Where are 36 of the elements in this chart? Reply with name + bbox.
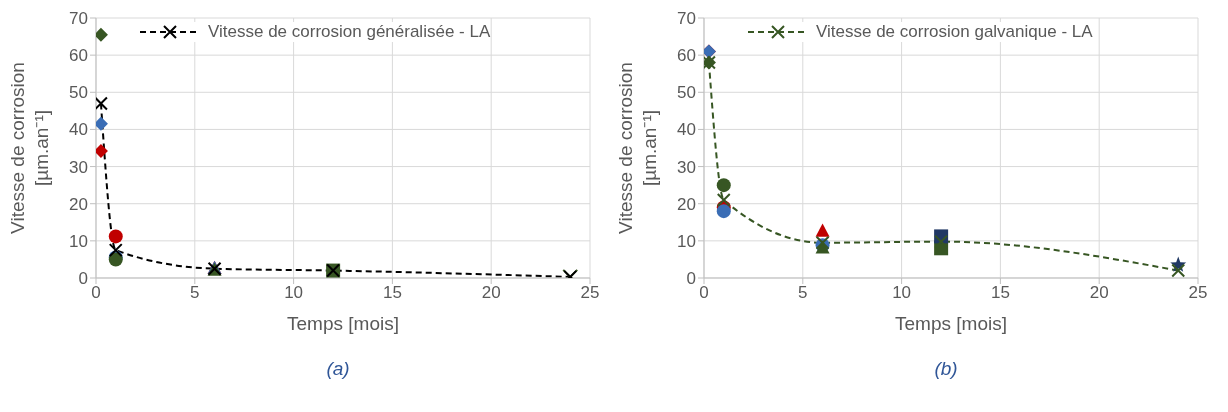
x-tick-label: 5 bbox=[190, 283, 200, 303]
y-tick-label: 30 bbox=[677, 157, 696, 177]
y-tick-label: 0 bbox=[78, 269, 88, 289]
y-tick-label: 40 bbox=[69, 120, 88, 140]
text: (b) bbox=[933, 358, 959, 380]
x-axis-title: Temps [mois] bbox=[895, 313, 1007, 334]
y-tick-label: 20 bbox=[69, 194, 88, 214]
x-tick-label: 20 bbox=[1089, 283, 1109, 303]
y-tick-label: 60 bbox=[69, 46, 88, 66]
x-tick-label: 25 bbox=[1188, 283, 1208, 303]
legend-label: Vitesse de corrosion généralisée - LA bbox=[208, 22, 491, 42]
y-tick-label: 60 bbox=[677, 46, 696, 66]
y-tick-label: 10 bbox=[69, 231, 88, 251]
y-axis-title: Vitesse de corrosion [µm.an⁻¹] bbox=[7, 62, 52, 234]
x-tick-label: 25 bbox=[580, 283, 600, 303]
y-tick-label: 70 bbox=[69, 9, 88, 29]
x-tick-label: 20 bbox=[481, 283, 501, 303]
y-tick-label: 70 bbox=[677, 9, 696, 29]
x-tick-label: 15 bbox=[990, 283, 1010, 303]
y-axis-title: Vitesse de corrosion [µm.an⁻¹] bbox=[615, 62, 660, 234]
x-tick-label: 0 bbox=[699, 283, 709, 303]
x-tick-label: 5 bbox=[798, 283, 808, 303]
x-tick-label: 15 bbox=[382, 283, 402, 303]
x-tick-label: 10 bbox=[892, 283, 912, 303]
legend-label: Vitesse de corrosion galvanique - LA bbox=[816, 22, 1093, 42]
text: (a) bbox=[325, 358, 351, 380]
y-tick-label: 10 bbox=[677, 231, 696, 251]
y-tick-label: 0 bbox=[686, 269, 696, 289]
x-tick-label: 0 bbox=[91, 283, 101, 303]
x-axis-title: Temps [mois] bbox=[287, 313, 399, 334]
y-tick-label: 20 bbox=[677, 194, 696, 214]
y-tick-label: 40 bbox=[677, 120, 696, 140]
y-tick-label: 50 bbox=[69, 83, 88, 103]
y-tick-label: 50 bbox=[677, 83, 696, 103]
x-tick-label: 10 bbox=[284, 283, 304, 303]
y-tick-label: 30 bbox=[69, 157, 88, 177]
